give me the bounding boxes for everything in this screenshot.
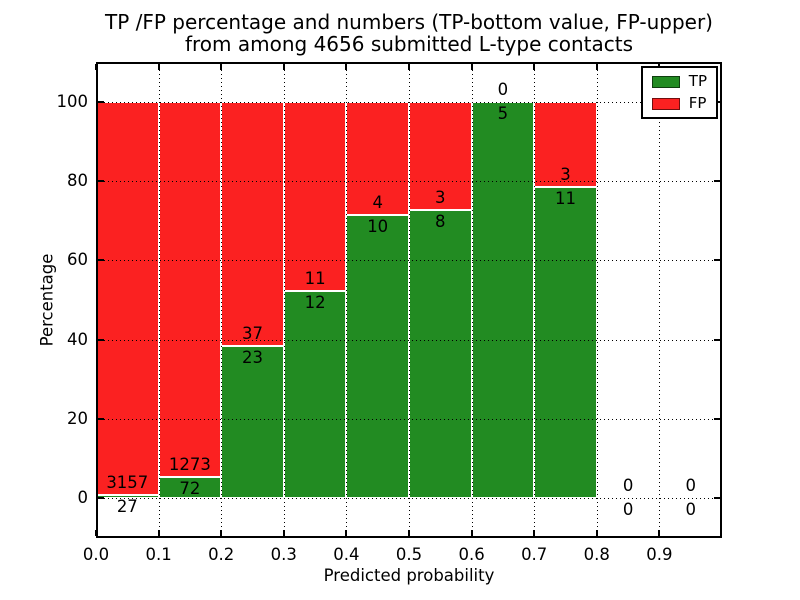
x-tick	[95, 530, 97, 536]
bar-tp-segment	[346, 214, 409, 499]
fp-count-label: 37	[242, 324, 263, 344]
x-tick-top	[408, 64, 410, 70]
bar-tp-segment	[221, 346, 284, 499]
x-tick-label: 0.9	[646, 545, 673, 564]
x-gridline	[534, 62, 536, 538]
x-axis-label: Predicted probability	[323, 566, 495, 585]
x-tick	[220, 530, 223, 536]
axes-frame	[96, 62, 722, 538]
x-tick-label: 0.5	[395, 545, 423, 564]
y-tick-right	[714, 418, 720, 420]
tp-count-label: 27	[116, 496, 138, 516]
tp-count-label: 10	[367, 216, 389, 236]
x-tick-label: 0.7	[521, 545, 548, 564]
y-tick	[98, 338, 104, 341]
fp-count-label: 3	[560, 164, 571, 184]
bar-tp-segment	[409, 209, 472, 499]
legend: TP FP	[640, 66, 718, 119]
fp-count-label: 3	[435, 187, 446, 207]
x-tick	[658, 530, 661, 536]
x-tick	[595, 530, 598, 536]
fp-count-label: 1273	[168, 455, 211, 475]
y-tick-label: 0	[77, 488, 89, 508]
plot-area: TP FP 3157 27 1273 72 37 23 11 12 4 10 3 8 0 5 3 11 0 0 0 0	[95, 62, 722, 538]
tp-count-label: 5	[497, 103, 509, 123]
x-tick-top	[345, 64, 348, 70]
y-tick	[98, 100, 104, 103]
tp-count-label: 23	[242, 348, 263, 368]
x-tick-top	[282, 64, 285, 70]
bar-fp-segment	[96, 101, 159, 495]
y-tick	[98, 259, 104, 262]
x-tick-label: 0.4	[333, 545, 360, 564]
x-tick-label: 0.8	[583, 545, 610, 564]
fp-count-label: 0	[622, 476, 634, 496]
x-tick	[282, 530, 285, 536]
y-tick-right	[714, 180, 720, 182]
y-tick-right	[714, 259, 720, 262]
x-gridline	[409, 62, 410, 538]
x-tick	[533, 530, 536, 536]
x-tick-label: 0.6	[458, 545, 485, 564]
chart-title-line2: from among 4656 submitted L-type contact…	[184, 32, 634, 56]
x-gridline	[283, 62, 285, 538]
x-tick	[408, 530, 410, 536]
x-tick-label: 0.2	[208, 545, 235, 564]
y-tick-label: 60	[67, 250, 88, 270]
x-gridline	[471, 62, 473, 538]
y-tick-right	[714, 338, 720, 341]
bar-tp-segment	[471, 101, 535, 499]
bar-fp-segment	[283, 101, 347, 292]
x-tick-top	[157, 64, 160, 70]
chart-title: TP /FP percentage and numbers (TP-bottom…	[96, 11, 722, 55]
tp-count-label: 0	[622, 500, 634, 520]
x-tick	[470, 530, 473, 536]
fp-count-label: 3157	[106, 472, 149, 492]
y-tick-label: 40	[67, 329, 88, 349]
fp-count-label: 4	[372, 192, 383, 212]
legend-swatch-fp	[651, 97, 680, 110]
bar-fp-segment	[534, 101, 597, 187]
y-tick	[98, 497, 104, 500]
legend-row: TP	[651, 72, 707, 90]
tp-count-label: 72	[179, 479, 201, 499]
x-tick-top	[220, 64, 223, 70]
bar-tp-segment	[283, 291, 347, 499]
tp-count-label: 12	[304, 293, 326, 313]
y-tick	[98, 418, 104, 420]
chart-title-line1: TP /FP percentage and numbers (TP-bottom…	[105, 10, 713, 34]
tp-count-label: 0	[685, 500, 696, 520]
y-tick-label: 100	[56, 91, 89, 111]
x-tick-label: 0.1	[145, 545, 172, 564]
fp-count-label: 0	[497, 79, 509, 99]
x-tick-label: 0.3	[270, 545, 297, 564]
x-tick	[157, 530, 160, 536]
x-tick-top	[95, 64, 97, 70]
fp-count-label: 0	[685, 476, 696, 496]
tp-count-label: 8	[435, 211, 446, 231]
x-tick-label: 0.0	[82, 545, 110, 564]
x-gridline	[659, 62, 661, 538]
legend-swatch-tp	[651, 75, 680, 88]
legend-label-tp: TP	[688, 72, 707, 90]
fp-count-label: 11	[304, 269, 326, 289]
bar-tp-segment	[534, 186, 597, 499]
x-gridline	[346, 62, 348, 538]
y-tick-label: 20	[67, 409, 88, 428]
y-tick	[98, 180, 104, 182]
x-gridline	[158, 62, 160, 538]
x-gridline	[221, 62, 223, 538]
x-tick-top	[533, 64, 536, 70]
x-tick-top	[595, 64, 598, 70]
x-tick-top	[470, 64, 473, 70]
legend-label-fp: FP	[688, 94, 707, 112]
x-tick	[345, 530, 348, 536]
legend-row: FP	[651, 94, 707, 112]
y-tick-right	[714, 497, 720, 500]
y-tick-label: 80	[67, 171, 88, 190]
tp-count-label: 11	[555, 188, 576, 208]
x-gridline	[596, 62, 598, 538]
